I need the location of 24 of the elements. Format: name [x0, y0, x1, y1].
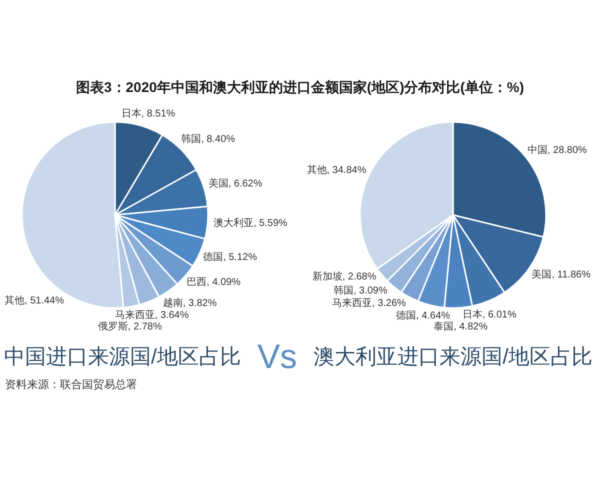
data-label: 日本, 8.51%: [121, 108, 176, 120]
data-label: 泰国, 4.82%: [434, 321, 488, 332]
title: 图表3：2020年中国和澳大利亚的进口金额国家(地区)分布对比(单位：%): [76, 79, 524, 95]
data-label: 澳大利亚, 5.59%: [214, 218, 288, 230]
annotation: Vs: [257, 338, 298, 376]
data-label: 韩国, 8.40%: [181, 134, 236, 145]
subtitle: 澳大利亚进口来源国/地区占比: [314, 346, 592, 368]
data-label: 马来西亚, 3.64%: [114, 310, 189, 322]
data-label: 新加坡, 2.68%: [312, 271, 376, 282]
subtitle: 中国进口来源国/地区占比: [4, 346, 241, 368]
data-label: 其他, 51.44%: [4, 296, 64, 307]
data-label: 美国, 11.86%: [532, 269, 590, 280]
data-label: 韩国, 3.09%: [333, 285, 388, 296]
data-label: 德国, 5.12%: [203, 252, 257, 263]
data-label: 日本, 6.01%: [462, 310, 516, 321]
data-label: 马来西亚, 3.26%: [332, 298, 406, 310]
data-label: 其他, 34.84%: [306, 164, 366, 176]
data-label: 巴西, 4.09%: [186, 277, 241, 288]
data-label: 美国, 6.62%: [208, 178, 262, 190]
data-label: 越南, 3.82%: [162, 298, 217, 310]
data-label: 中国, 28.80%: [527, 144, 587, 156]
data-label: 俄罗斯, 2.78%: [98, 321, 162, 332]
data-label: 德国, 4.64%: [396, 310, 450, 322]
annotation: 资料来源：联合国贸易总署: [5, 379, 137, 391]
